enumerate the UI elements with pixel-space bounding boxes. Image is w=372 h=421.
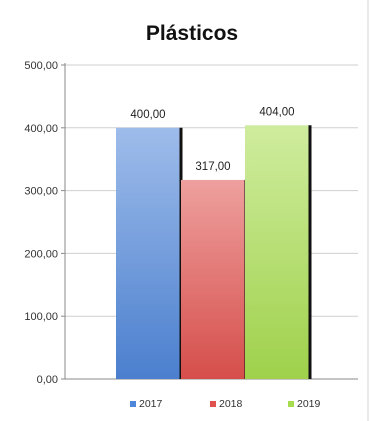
y-tick-label: 400,00 [24,123,58,135]
legend: 2017 2018 2019 [130,398,321,410]
data-labels: 400,00 317,00 404,00 [130,106,294,173]
legend-swatch-2018 [210,401,216,407]
chart-title: Plásticos [146,22,238,45]
bar-2019 [245,125,309,380]
legend-swatch-2017 [130,401,136,407]
y-tick-label: 500,00 [24,60,58,72]
axes: 0,00 100,00 200,00 300,00 400,00 500,00 [24,60,358,386]
legend-label-2019: 2019 [297,398,321,410]
legend-label-2018: 2018 [219,398,243,410]
y-tick-label: 200,00 [24,248,58,260]
y-tick-label: 300,00 [24,186,58,198]
legend-swatch-2019 [288,401,294,407]
legend-label-2017: 2017 [139,398,163,410]
data-label-2017: 400,00 [130,109,165,121]
bars [116,125,312,380]
bar-2018 [181,179,245,379]
bar-2017 [116,127,180,379]
y-tick-label: 0,00 [37,374,58,386]
data-label-2018: 317,00 [195,161,230,173]
y-tick-label: 100,00 [24,311,58,323]
data-label-2019: 404,00 [259,106,294,118]
